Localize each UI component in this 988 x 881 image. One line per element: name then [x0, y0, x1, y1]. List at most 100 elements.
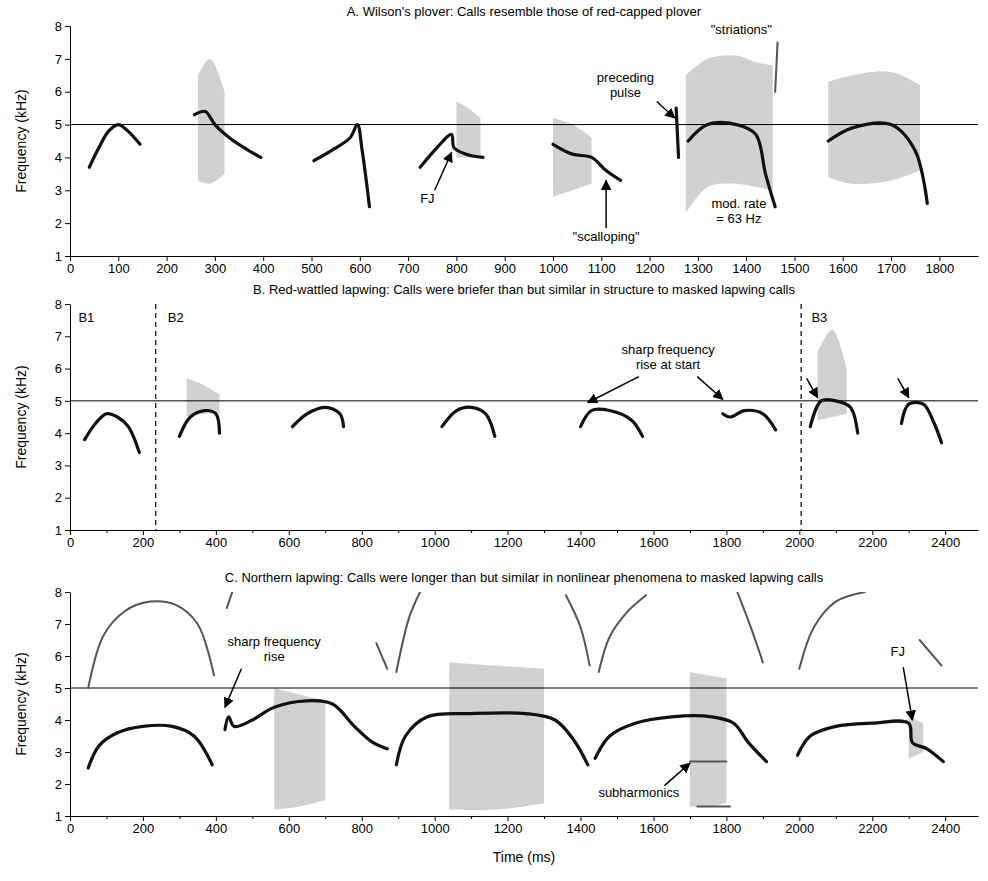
- annotation: "scalloping": [573, 229, 640, 244]
- x-tick: 1200: [494, 530, 523, 550]
- plot-area: [70, 330, 978, 453]
- y-tick: 7: [55, 52, 70, 67]
- x-tick: 0: [67, 256, 74, 276]
- noise-band: [828, 71, 920, 184]
- x-tick: 400: [253, 256, 275, 276]
- x-minor-tick-mark: [325, 816, 326, 819]
- annotation: FJ: [891, 644, 905, 659]
- annotation: subharmonics: [598, 785, 679, 800]
- x-tick-label: 1000: [421, 535, 450, 550]
- x-minor-tick-mark: [325, 530, 326, 533]
- call-contour: [737, 592, 763, 662]
- call-contour: [179, 410, 219, 436]
- x-minor-tick-mark: [252, 816, 253, 819]
- y-tick-mark: [65, 498, 70, 499]
- x-tick-label: 2000: [785, 821, 814, 836]
- y-tick-label: 2: [55, 777, 62, 792]
- call-contour: [225, 701, 387, 749]
- x-tick-label: 1300: [684, 261, 713, 276]
- y-tick: 3: [55, 183, 70, 198]
- y-tick: 5: [55, 394, 70, 409]
- x-tick: 1100: [588, 256, 616, 276]
- x-tick-label: 400: [206, 535, 228, 550]
- call-contour: [396, 592, 420, 672]
- y-tick: 6: [55, 361, 70, 376]
- x-tick: 1800: [712, 530, 741, 550]
- x-tick: 1500: [781, 256, 810, 276]
- figure: A. Wilson's plover: Calls resemble those…: [0, 0, 988, 881]
- call-contour: [581, 409, 643, 436]
- x-minor-tick: [544, 530, 545, 533]
- y-tick-mark: [65, 530, 70, 531]
- panel-title: B. Red-wattled lapwing: Calls were brief…: [253, 282, 795, 297]
- x-tick-label: 1000: [539, 261, 568, 276]
- annotation: pulse: [610, 85, 641, 100]
- call-contour: [697, 805, 730, 807]
- call-contour: [828, 123, 927, 204]
- x-tick: 600: [349, 256, 371, 276]
- x-tick: 2000: [785, 530, 814, 550]
- x-tick-label: 0: [67, 535, 74, 550]
- y-tick-mark: [65, 433, 70, 434]
- x-tick-label: 900: [494, 261, 516, 276]
- x-minor-tick: [398, 530, 399, 533]
- y-axis: 12345678: [55, 585, 71, 824]
- x-minor-tick-mark: [690, 816, 691, 819]
- y-tick-mark: [65, 784, 70, 785]
- x-minor-tick-mark: [398, 530, 399, 533]
- y-tick: 4: [55, 426, 70, 441]
- noise-band: [686, 55, 773, 213]
- x-tick-label: 800: [351, 821, 373, 836]
- x-tick-label: 1600: [639, 821, 668, 836]
- reference-line: [70, 124, 978, 125]
- x-tick: 800: [351, 530, 373, 550]
- x-axis: 0200400600800100012001400160018002000220…: [67, 816, 979, 836]
- x-tick: 1000: [539, 256, 568, 276]
- x-minor-tick-mark: [179, 816, 180, 819]
- x-minor-tick-mark: [763, 530, 764, 533]
- call-contour: [920, 640, 942, 666]
- y-tick: 4: [55, 713, 70, 728]
- x-tick: 800: [446, 256, 468, 276]
- y-tick-label: 7: [55, 329, 62, 344]
- x-minor-tick: [763, 816, 764, 819]
- y-tick-label: 4: [55, 150, 62, 165]
- x-minor-tick-mark: [179, 530, 180, 533]
- annotation-arrow: [657, 102, 675, 118]
- call-contour: [723, 410, 776, 430]
- x-tick: 2200: [858, 816, 887, 836]
- y-tick-label: 1: [55, 249, 62, 264]
- y-axis-title: Frequency (kHz): [13, 365, 29, 468]
- annotation: sharp frequency: [621, 342, 715, 357]
- x-tick-label: 700: [398, 261, 420, 276]
- y-tick-label: 3: [55, 183, 62, 198]
- x-tick-label: 0: [67, 261, 74, 276]
- plot-area: [70, 592, 978, 810]
- y-tick-mark: [65, 401, 70, 402]
- x-minor-tick-mark: [836, 530, 837, 533]
- x-minor-tick: [325, 816, 326, 819]
- x-minor-tick: [106, 816, 107, 819]
- y-axis-line: [70, 593, 71, 817]
- x-tick: 2400: [931, 530, 960, 550]
- x-tick-label: 2400: [931, 821, 960, 836]
- x-tick-label: 1800: [925, 261, 954, 276]
- x-minor-tick: [179, 816, 180, 819]
- y-tick-mark: [65, 59, 70, 60]
- x-tick: 2200: [858, 530, 887, 550]
- y-tick: 7: [55, 617, 70, 632]
- call-contour: [553, 144, 621, 180]
- x-tick: 800: [351, 816, 373, 836]
- y-tick: 6: [55, 649, 70, 664]
- x-minor-tick-mark: [252, 530, 253, 533]
- call-contour: [376, 643, 387, 669]
- x-tick: 200: [156, 256, 178, 276]
- annotation-arrow: [898, 378, 909, 397]
- y-tick-mark: [65, 816, 70, 817]
- x-tick-label: 200: [156, 261, 178, 276]
- call-contour: [595, 716, 766, 762]
- y-axis-title: Frequency (kHz): [13, 89, 29, 192]
- y-tick-label: 8: [55, 297, 62, 312]
- y-tick: 3: [55, 745, 70, 760]
- call-contour: [442, 407, 495, 436]
